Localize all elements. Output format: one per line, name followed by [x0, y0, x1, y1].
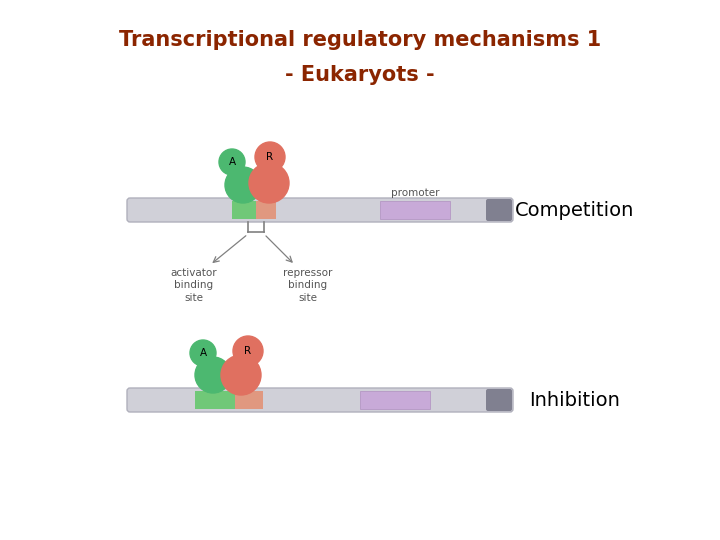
Text: - Eukaryots -: - Eukaryots -: [285, 65, 435, 85]
Text: A: A: [228, 157, 235, 167]
Text: Competition: Competition: [516, 200, 635, 219]
Circle shape: [233, 336, 263, 366]
Circle shape: [195, 357, 231, 393]
Text: repressor
binding
site: repressor binding site: [283, 268, 333, 303]
Circle shape: [249, 163, 289, 203]
FancyBboxPatch shape: [232, 201, 256, 219]
FancyBboxPatch shape: [235, 391, 263, 409]
FancyBboxPatch shape: [195, 391, 235, 409]
Text: Transcriptional regulatory mechanisms 1: Transcriptional regulatory mechanisms 1: [119, 30, 601, 50]
FancyBboxPatch shape: [127, 198, 513, 222]
Text: R: R: [266, 152, 274, 162]
Text: A: A: [199, 348, 207, 358]
Circle shape: [225, 167, 261, 203]
FancyBboxPatch shape: [380, 201, 450, 219]
Text: Inhibition: Inhibition: [530, 390, 621, 409]
FancyBboxPatch shape: [486, 199, 512, 221]
Text: activator
binding
site: activator binding site: [171, 268, 217, 303]
FancyBboxPatch shape: [360, 391, 430, 409]
Text: R: R: [244, 346, 251, 356]
Circle shape: [255, 142, 285, 172]
FancyBboxPatch shape: [256, 201, 276, 219]
Circle shape: [221, 355, 261, 395]
FancyBboxPatch shape: [486, 389, 512, 411]
Text: promoter: promoter: [391, 188, 439, 198]
Circle shape: [190, 340, 216, 366]
FancyBboxPatch shape: [127, 388, 513, 412]
Circle shape: [219, 149, 245, 175]
